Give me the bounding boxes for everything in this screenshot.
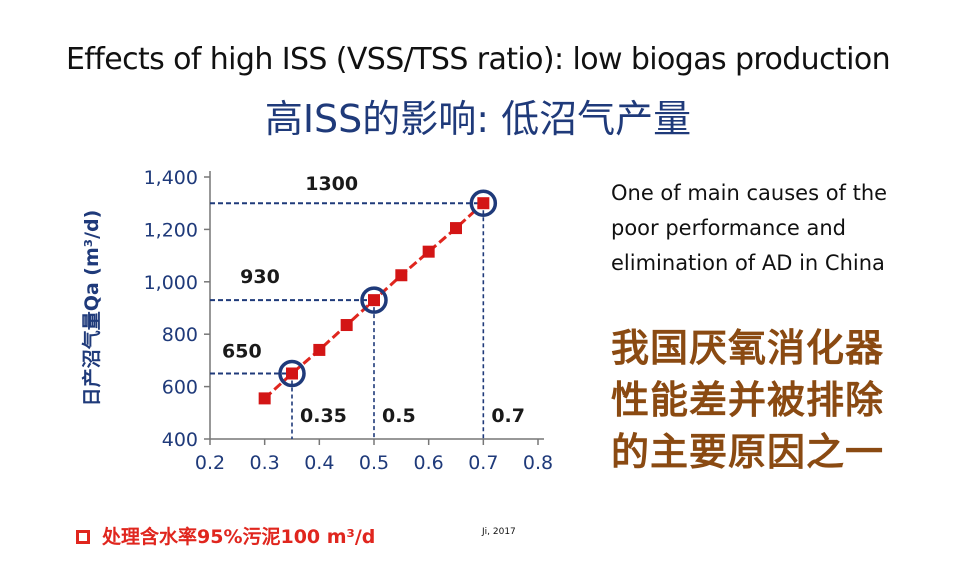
y-tick-label: 1,000	[144, 272, 198, 294]
page-title: Effects of high ISS (VSS/TSS ratio): low…	[65, 42, 891, 77]
caption-text: 处理含水率95%污泥100 m³/d	[102, 526, 376, 548]
x-tick-label: 0.8	[523, 452, 553, 474]
data-point	[368, 294, 380, 307]
y-tick-label: 1,400	[144, 167, 198, 189]
x-tick-label: 0.6	[414, 452, 444, 474]
y-tick-label: 1,200	[144, 219, 198, 241]
x-tick-label: 0.2	[195, 452, 225, 474]
biogas-production-chart: 400 600 800 1,000 1,200 1,400 0.2 0.3 0.4 0.5 0.6 0…	[80, 167, 553, 474]
data-point	[258, 392, 271, 405]
note-chinese: 我国厌氧消化器性能差并被排除的主要原因之一	[611, 326, 885, 474]
x-tick-label: 0.4	[304, 452, 334, 474]
highlight-y-label: 930	[240, 266, 280, 288]
note-english: One of main causes of the poor performan…	[611, 181, 888, 275]
caption: 处理含水率95%污泥100 m³/d	[76, 522, 375, 549]
highlight-x-label: 0.5	[382, 405, 416, 427]
x-tick-label: 0.5	[359, 452, 389, 474]
data-point	[340, 319, 353, 332]
y-tick-label: 400	[162, 429, 198, 451]
highlight-y-label: 650	[222, 341, 262, 363]
page-subtitle-zh: 高ISS的影响: 低沼气产量	[264, 97, 692, 141]
y-axis-label: 日产沼气量Qa (m³/d)	[80, 210, 103, 407]
x-tick-label: 0.3	[250, 452, 280, 474]
y-tick-label: 800	[162, 324, 198, 346]
x-tick-label: 0.7	[468, 452, 498, 474]
highlight-x-label: 0.35	[300, 405, 347, 427]
data-point	[286, 367, 298, 380]
data-point	[395, 269, 408, 282]
highlight-circle	[278, 359, 306, 388]
data-point	[477, 197, 490, 210]
data-point	[450, 222, 462, 235]
y-tick-label: 600	[162, 377, 198, 399]
highlight-circle	[469, 189, 498, 217]
highlight-circle	[360, 286, 388, 314]
highlight-x-label: 0.7	[491, 405, 525, 427]
data-point	[422, 245, 435, 258]
citation: Ji, 2017	[482, 527, 516, 537]
highlight-y-label: 1300	[305, 173, 358, 195]
legend-square-icon	[76, 530, 90, 544]
data-point	[313, 343, 326, 356]
